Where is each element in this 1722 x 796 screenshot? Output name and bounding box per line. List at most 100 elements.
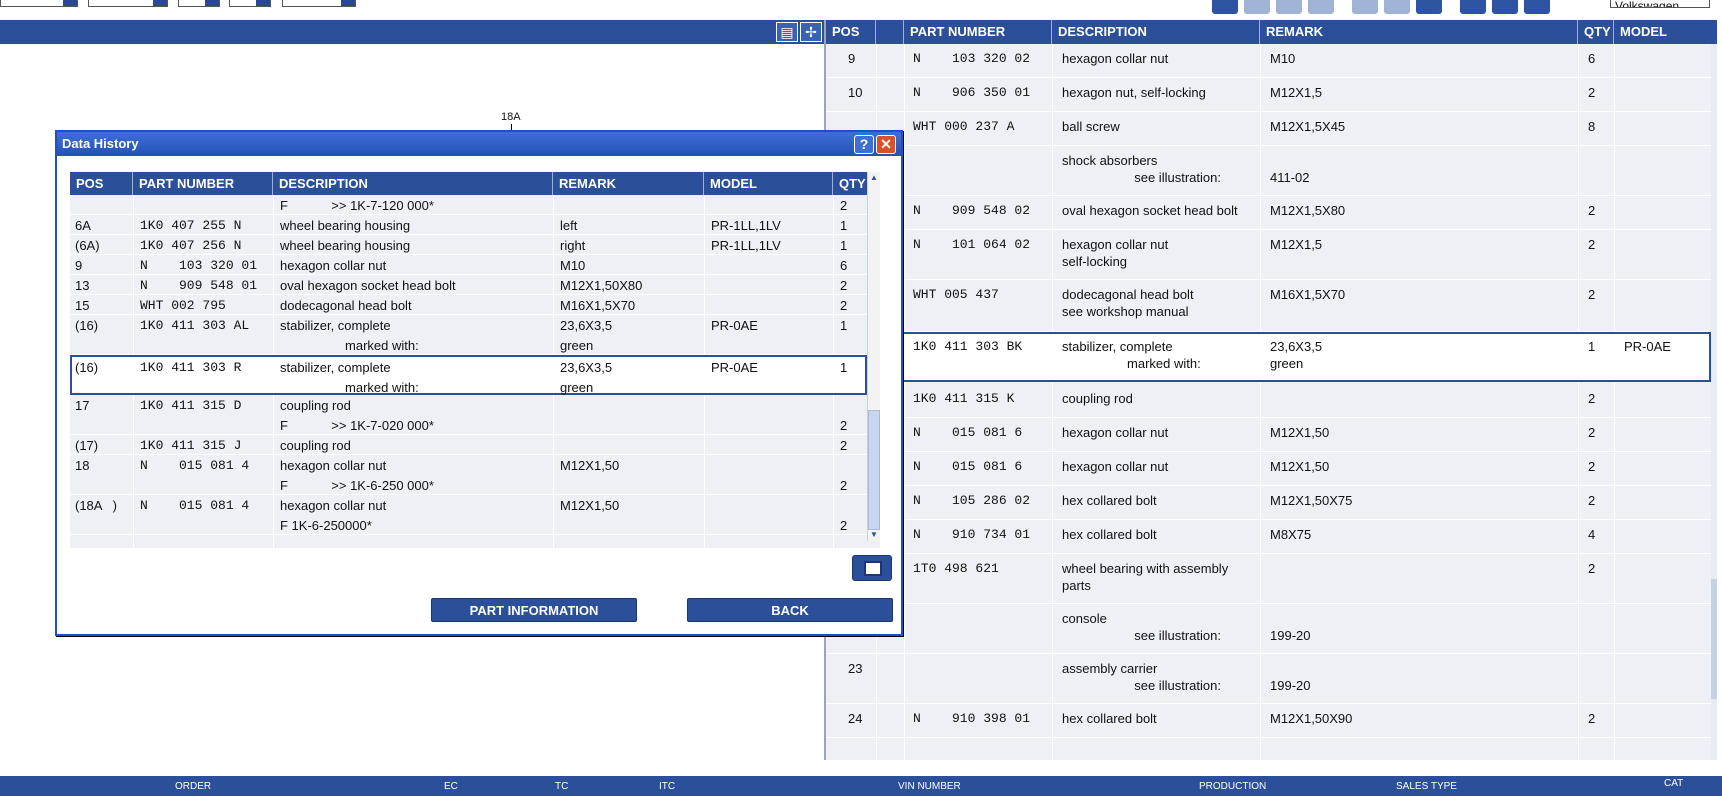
dialog-title-bar[interactable]: Data History ? ✕ [57,132,901,156]
history-row[interactable]: (6A) 1K0 407 256 N wheel bearing housing ri… [70,235,867,255]
col-part-header[interactable]: PART NUMBER [904,20,1052,44]
cell-description: hexagon collar nut [280,258,387,273]
cell-part-number: N 910 398 01 [913,711,1031,726]
cell-remark: M12X1,5 [1270,237,1323,252]
table-row[interactable]: 1K0 411 315 K coupling rod 2 [826,384,1711,418]
dlg-col-qty-header[interactable]: QTY [839,176,866,191]
cell-description: oval hexagon socket head bolt [280,278,456,293]
toolbar-document-button[interactable] [1212,0,1238,14]
dlg-col-description-header[interactable]: DESCRIPTION [273,172,553,195]
selector-combo-5[interactable] [282,0,356,7]
close-button[interactable]: ✕ [876,135,896,154]
table-row[interactable]: console see illustration: 199-20 [826,604,1711,654]
split-view-button[interactable]: ✢ [800,22,822,42]
table-row-selected[interactable]: 1K0 411 303 BK stabilizer, complete marke… [898,332,1711,382]
cell-remark: 199-20 [1270,628,1311,643]
history-row[interactable]: (16) 1K0 411 303 AL stabilizer, complete m… [70,315,867,355]
selector-combo-1[interactable] [0,0,78,7]
dlg-col-remark-header[interactable]: REMARK [553,172,704,195]
cell-qty: 6 [840,258,848,273]
col-qty-header[interactable]: QTY [1578,20,1614,44]
history-row[interactable]: (17) 1K0 411 315 J coupling rod 2 [70,435,867,455]
col-model-header[interactable]: MODEL [1620,24,1667,39]
cell-qty: 2 [1588,493,1596,508]
scroll-down-icon[interactable]: ▼ [870,530,878,539]
toolbar-assembly-button[interactable] [1276,0,1302,14]
cell-description: hexagon collar nut F >> 1K-6-250 000* [280,458,434,493]
table-row[interactable]: N 015 081 6 hexagon collar nut M12X1,50 2 [826,418,1711,452]
table-row[interactable]: 23 assembly carrier see illustration: 199… [826,654,1711,704]
selector-combo-3[interactable] [178,0,220,7]
history-row-selected[interactable]: (16) 1K0 411 303 R stabilizer, complete ma… [70,355,867,395]
col-pos-header[interactable]: POS [826,20,876,44]
history-table-scrollbar[interactable]: ▲ ▼ [867,172,880,541]
cell-description: hexagon collar nut self-locking [1062,237,1169,269]
toolbar-person-button[interactable] [1384,0,1410,14]
table-row[interactable]: 1T0 498 621 wheel bearing with assembly p… [826,554,1711,604]
status-order-label: ORDER [175,781,212,792]
cell-pos: (16) [75,318,99,333]
cell-part-number: N 906 350 01 [913,85,1031,100]
scroll-up-icon[interactable]: ▲ [870,173,878,182]
history-table: POS PART NUMBER DESCRIPTION REMARK MODEL… [70,172,880,548]
table-row[interactable]: N 101 064 02 hexagon collar nut self-lock… [826,230,1711,280]
part-information-button[interactable]: PART INFORMATION [431,598,637,622]
history-row[interactable]: 9 N 103 320 01 hexagon collar nut M10 6 [70,255,867,275]
toolbar-prev-button[interactable] [1524,0,1550,14]
table-row[interactable]: N 105 286 02 hex collared bolt M12X1,50X75… [826,486,1711,520]
toolbar-prev-page-button[interactable] [1492,0,1518,14]
cell-pos: 9 [848,51,856,66]
history-row[interactable]: F >> 1K-7-120 000* 2 [70,195,867,215]
toolbar-list-button[interactable] [1308,0,1334,14]
dlg-col-model-header[interactable]: MODEL [704,172,833,195]
history-row[interactable]: 15 WHT 002 795 dodecagonal head bolt M16X1,… [70,295,867,315]
layout-toggle-button[interactable]: ▤ [776,22,798,42]
table-row[interactable]: shock absorbers see illustration: 411-02 [826,146,1711,196]
top-toolbar: Volkswagen [0,0,1722,20]
cell-part-number: N 103 320 01 [140,258,258,273]
selector-combo-2[interactable] [88,0,168,7]
cell-pos: 17 [75,398,90,413]
history-row[interactable]: (18A ) N 015 081 4 hexagon collar nut F 1K… [70,495,867,535]
cell-description: ball screw [1062,119,1120,134]
dlg-col-part-header[interactable]: PART NUMBER [133,172,273,195]
cell-qty: 6 [1588,51,1596,66]
history-row[interactable]: 13 N 909 548 01 oval hexagon socket head b… [70,275,867,295]
toolbar-tool-button[interactable] [1352,0,1378,14]
table-row[interactable]: 9 N 103 320 02 hexagon collar nut M10 6 [826,44,1711,78]
toolbar-first-button[interactable] [1460,0,1486,14]
cell-remark: M12X1,5 [1270,85,1323,100]
history-row[interactable]: 17 1K0 411 315 D coupling rod F >> 1K-7-02… [70,395,867,435]
toolbar-key-button[interactable] [1244,0,1270,14]
toolbar-cart-button[interactable] [1416,0,1442,14]
selector-combo-4[interactable] [229,0,271,7]
table-row[interactable]: 24 N 910 398 01 hex collared bolt M12X1,50X… [826,704,1711,738]
scrollbar-thumb[interactable] [868,410,880,530]
col-remark-header[interactable]: REMARK [1260,20,1578,44]
status-ec-label: EC [444,781,458,792]
parts-table-scrollbar[interactable] [1711,44,1717,760]
table-row[interactable]: WHT 000 237 A ball screw M12X1,5X45 8 [826,112,1711,146]
dlg-col-pos-header[interactable]: POS [70,172,133,195]
cell-part-number: WHT 005 437 [913,287,999,302]
illustration-callout[interactable]: 18A [501,111,521,123]
cell-description: hexagon collar nut [1062,459,1169,474]
history-row[interactable]: 18 N 015 081 4 hexagon collar nut F >> 1K-… [70,455,867,495]
table-row[interactable]: 10 N 906 350 01 hexagon nut, self-locking M… [826,78,1711,112]
cell-part-number: 1K0 411 315 D [140,398,242,413]
table-row[interactable]: N 015 081 6 hexagon collar nut M12X1,50 2 [826,452,1711,486]
back-button[interactable]: BACK [687,598,893,622]
print-button[interactable] [852,555,892,581]
cell-description: wheel bearing with assembly parts [1062,561,1229,593]
help-button[interactable]: ? [854,135,874,154]
model-combo[interactable]: Volkswagen [1610,0,1710,8]
status-tc-label: TC [555,781,569,792]
scrollbar-thumb[interactable] [1711,579,1717,699]
table-row[interactable]: N 909 548 02 oval hexagon socket head bol… [826,196,1711,230]
col-description-header[interactable]: DESCRIPTION [1052,20,1260,44]
table-row[interactable]: N 910 734 01 hex collared bolt M8X75 4 [826,520,1711,554]
cell-qty: 1 [840,318,848,333]
table-row[interactable]: WHT 005 437 dodecagonal head bolt see wor… [826,280,1711,332]
history-row[interactable]: 6A 1K0 407 255 N wheel bearing housing left… [70,215,867,235]
cell-remark: M12X1,5X80 [1270,203,1346,218]
